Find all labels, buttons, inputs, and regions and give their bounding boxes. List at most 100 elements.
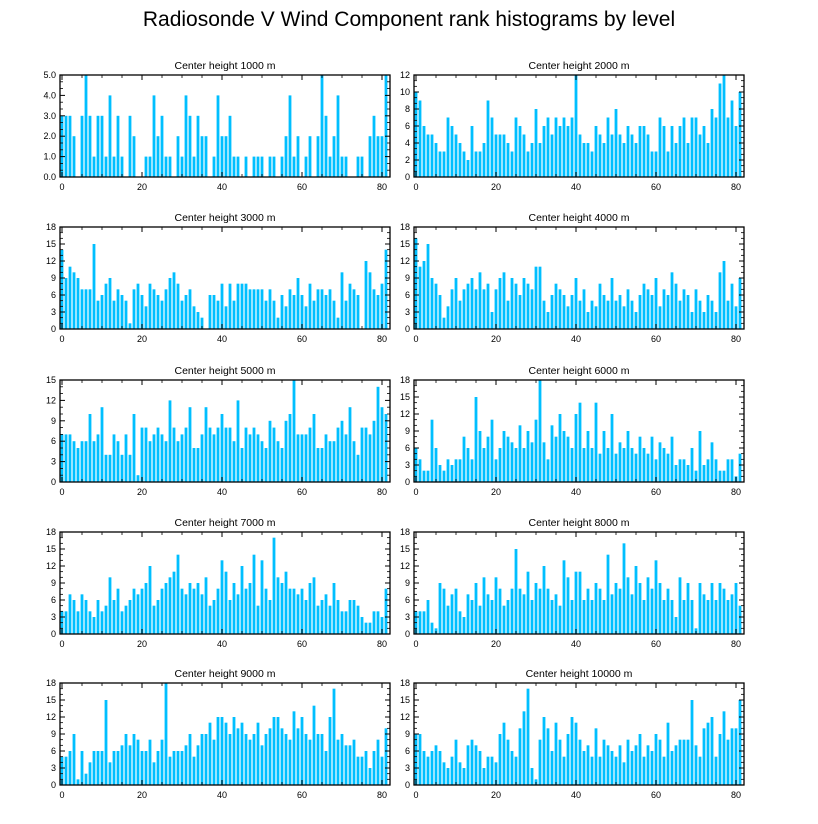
histogram-bar bbox=[272, 427, 276, 482]
histogram-panel: Center height 5000 m 0 3 6 9 12 15 0 20 40 60 80 bbox=[46, 365, 391, 497]
histogram-bar bbox=[574, 722, 578, 785]
x-tick-label: 80 bbox=[377, 487, 387, 497]
histogram-bar bbox=[462, 151, 466, 177]
histogram-bar bbox=[482, 448, 486, 482]
histogram-bar bbox=[442, 470, 446, 482]
histogram-bar bbox=[690, 600, 694, 634]
histogram-bar bbox=[494, 577, 498, 634]
histogram-bar bbox=[220, 414, 224, 482]
histogram-bar bbox=[586, 312, 590, 329]
histogram-bar bbox=[136, 283, 140, 329]
histogram-bar bbox=[482, 768, 486, 785]
histogram-bar bbox=[486, 594, 490, 634]
histogram-bar bbox=[738, 605, 742, 634]
histogram-bar bbox=[280, 156, 284, 177]
histogram-bar bbox=[602, 739, 606, 785]
histogram-bar bbox=[434, 283, 438, 329]
x-tick-label: 60 bbox=[297, 790, 307, 800]
histogram-bar bbox=[108, 278, 112, 329]
histogram-bar bbox=[124, 300, 128, 329]
x-tick-label: 80 bbox=[731, 639, 741, 649]
histogram-bar bbox=[558, 126, 562, 177]
histogram-bar bbox=[148, 156, 152, 177]
histogram-bar bbox=[698, 583, 702, 634]
y-tick-label: 9 bbox=[51, 729, 56, 739]
histogram-bar bbox=[352, 289, 356, 329]
histogram-bar bbox=[634, 312, 638, 329]
histogram-bar bbox=[598, 756, 602, 785]
histogram-bar bbox=[526, 688, 530, 785]
histogram-bar bbox=[462, 617, 466, 634]
x-tick-label: 60 bbox=[651, 334, 661, 344]
x-tick-label: 40 bbox=[217, 639, 227, 649]
y-tick-label: 9 bbox=[405, 426, 410, 436]
histogram-bar bbox=[116, 751, 120, 785]
histogram-bar bbox=[96, 434, 100, 482]
histogram-bar bbox=[380, 136, 384, 177]
histogram-bar bbox=[646, 289, 650, 329]
histogram-bar bbox=[570, 295, 574, 329]
histogram-bar bbox=[96, 300, 100, 329]
histogram-bar bbox=[112, 751, 116, 785]
histogram-bar bbox=[586, 431, 590, 482]
histogram-bar bbox=[380, 407, 384, 482]
histogram-bar bbox=[446, 605, 450, 634]
histogram-bar bbox=[144, 306, 148, 329]
histogram-bar bbox=[618, 588, 622, 634]
y-tick-label: 6 bbox=[405, 443, 410, 453]
histogram-bar bbox=[264, 734, 268, 785]
histogram-bar bbox=[438, 583, 442, 634]
histogram-bar bbox=[84, 289, 88, 329]
histogram-bar bbox=[260, 156, 264, 177]
histogram-bar bbox=[324, 295, 328, 329]
histogram-bar bbox=[100, 611, 104, 634]
y-tick-label: 1.0 bbox=[43, 152, 56, 162]
histogram-bar bbox=[690, 448, 694, 482]
histogram-bar bbox=[156, 136, 160, 177]
histogram-bar bbox=[626, 289, 630, 329]
histogram-bar bbox=[654, 459, 658, 482]
histogram-bar bbox=[156, 751, 160, 785]
histogram-bar bbox=[454, 588, 458, 634]
y-tick-label: 2 bbox=[405, 155, 410, 165]
histogram-bar bbox=[140, 295, 144, 329]
histogram-bar bbox=[188, 583, 192, 634]
histogram-bar bbox=[212, 156, 216, 177]
histogram-bar bbox=[626, 739, 630, 785]
x-tick-label: 40 bbox=[217, 182, 227, 192]
histogram-bar bbox=[458, 143, 462, 177]
histogram-bar bbox=[430, 751, 434, 785]
histogram-bar bbox=[72, 272, 76, 329]
histogram-bar bbox=[682, 600, 686, 634]
y-tick-label: 3 bbox=[405, 307, 410, 317]
histogram-bar bbox=[376, 611, 380, 634]
histogram-bar bbox=[256, 156, 260, 177]
histogram-bar bbox=[164, 583, 168, 634]
histogram-bar bbox=[594, 583, 598, 634]
histogram-bar bbox=[248, 583, 252, 634]
x-tick-label: 80 bbox=[377, 182, 387, 192]
y-tick-label: 9 bbox=[405, 273, 410, 283]
histogram-bar bbox=[422, 611, 426, 634]
histogram-bar bbox=[104, 700, 108, 785]
histogram-bar bbox=[240, 566, 244, 634]
histogram-bar bbox=[108, 762, 112, 785]
histogram-bar bbox=[164, 289, 168, 329]
y-tick-label: 18 bbox=[46, 222, 56, 232]
histogram-bar bbox=[340, 611, 344, 634]
histogram-bar bbox=[606, 300, 610, 329]
histogram-bar bbox=[522, 594, 526, 634]
histogram-bar bbox=[68, 266, 72, 329]
histogram-bar bbox=[638, 436, 642, 482]
histogram-bar bbox=[706, 459, 710, 482]
histogram-bar bbox=[136, 594, 140, 634]
histogram-bar bbox=[590, 600, 594, 634]
histogram-bar bbox=[236, 283, 240, 329]
histogram-bar bbox=[454, 459, 458, 482]
histogram-bar bbox=[570, 448, 574, 482]
histogram-bar bbox=[498, 448, 502, 482]
histogram-bar bbox=[550, 751, 554, 785]
histogram-bar bbox=[458, 611, 462, 634]
histogram-bar bbox=[368, 622, 372, 634]
x-tick-label: 80 bbox=[731, 487, 741, 497]
